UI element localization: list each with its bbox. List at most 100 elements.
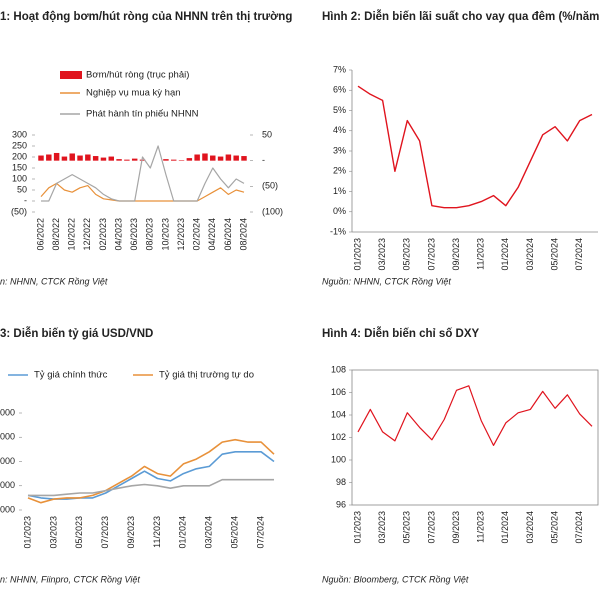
bar: [241, 156, 247, 161]
bar: [69, 153, 75, 161]
x-tick-label: 01/2023: [22, 516, 32, 549]
y-tick-label: 106: [331, 387, 346, 397]
x-tick-label: 12/2023: [176, 218, 186, 251]
bar: [186, 158, 193, 161]
chart-title: 3: Diễn biến tỷ giá USD/VND: [0, 327, 153, 340]
x-tick-label: 06/2023: [129, 218, 139, 251]
y-tick-label: 4%: [333, 125, 346, 135]
bar: [163, 159, 169, 161]
x-tick-label: 04/2024: [207, 218, 217, 251]
series-line: [27, 438, 275, 504]
y-tick-label: 102: [331, 432, 346, 442]
x-tick-label: 03/2023: [377, 511, 387, 544]
legend-swatch: [60, 71, 82, 79]
x-tick-label: 01/2024: [178, 516, 188, 549]
bar: [77, 155, 83, 161]
x-tick-label: 05/2023: [402, 511, 412, 544]
x-tick-label: 01/2023: [352, 511, 362, 544]
y-tick-label: 1%: [333, 186, 346, 196]
y-tick-label: 100: [331, 454, 346, 464]
y-tick-label: -1%: [330, 226, 346, 236]
legend-label: Nghiệp vụ mua kỳ hạn: [86, 88, 181, 99]
y-tick-label: 000: [0, 407, 15, 417]
bar: [116, 159, 122, 161]
x-tick-label: 07/2024: [574, 511, 584, 544]
y-tick-label: 000: [0, 432, 15, 442]
x-tick-label: 08/2024: [238, 218, 248, 251]
legend-label: Bơm/hút ròng (trục phải): [86, 70, 189, 81]
bar: [194, 154, 200, 161]
bar: [61, 156, 68, 161]
x-tick-label: 01/2024: [500, 511, 510, 544]
y-tick-label: 150: [12, 162, 27, 172]
x-tick-label: 09/2023: [126, 516, 136, 549]
x-tick-label: 08/2022: [51, 218, 61, 251]
bar: [233, 155, 239, 161]
x-tick-label: 03/2024: [204, 516, 214, 549]
y-tick-label: 5%: [333, 105, 346, 115]
x-tick-label: 06/2024: [223, 218, 233, 251]
bar: [225, 154, 232, 161]
x-tick-label: 07/2023: [426, 238, 436, 271]
x-tick-label: 05/2023: [74, 516, 84, 549]
y-tick-label: 108: [331, 364, 346, 374]
x-tick-label: 07/2024: [574, 238, 584, 271]
chart-title: 1: Hoạt động bơm/hút ròng của NHNN trên …: [0, 11, 292, 23]
plot-frame: [351, 369, 599, 506]
bar: [178, 160, 185, 161]
legend-label: Tỷ giá chính thức: [34, 370, 108, 381]
x-tick-label: 03/2023: [48, 516, 58, 549]
x-tick-label: 11/2023: [476, 238, 486, 270]
y-tick-label: 300: [12, 129, 27, 139]
y2-tick-label: (50): [262, 181, 278, 191]
x-tick-label: 01/2023: [352, 238, 362, 271]
x-tick-label: 07/2023: [426, 511, 436, 544]
series-line: [41, 145, 245, 202]
y-tick-label: -: [24, 195, 27, 205]
series-line: [28, 478, 274, 497]
bar: [124, 159, 130, 161]
x-tick-label: 11/2023: [476, 511, 486, 543]
y-tick-label: 6%: [333, 85, 346, 95]
bar: [210, 155, 216, 161]
chart-title: Hình 2: Diễn biến lãi suất cho vay qua đ…: [322, 10, 599, 23]
x-tick-label: 03/2024: [525, 238, 535, 271]
x-tick-label: 02/2024: [192, 218, 202, 251]
x-tick-label: 03/2024: [525, 511, 535, 544]
y-tick-label: 200: [12, 151, 27, 161]
bar: [170, 159, 177, 161]
y-tick-label: 000: [0, 456, 15, 466]
bar: [85, 154, 91, 161]
y-tick-label: 100: [12, 173, 27, 183]
series-line: [27, 451, 275, 500]
x-tick-label: 10/2022: [67, 218, 77, 251]
bar: [108, 156, 115, 161]
x-tick-label: 05/2023: [402, 238, 412, 271]
bar: [131, 158, 138, 161]
bar: [202, 153, 208, 161]
y-tick-label: 104: [331, 409, 346, 419]
source-note: n: NHNN, Fiinpro, CTCK Rồng Việt: [0, 574, 140, 584]
x-tick-label: 07/2023: [100, 516, 110, 549]
x-tick-label: 08/2023: [145, 218, 155, 251]
y-tick-label: 000: [0, 504, 15, 514]
legend-label: Phát hành tín phiếu NHNN: [86, 109, 199, 120]
y-tick-label: 250: [12, 140, 27, 150]
y-tick-label: 96: [336, 499, 346, 509]
y-tick-label: 2%: [333, 166, 346, 176]
x-tick-label: 07/2024: [255, 516, 265, 549]
y-tick-label: 98: [336, 477, 346, 487]
bar: [38, 155, 44, 161]
x-tick-label: 03/2023: [377, 238, 387, 271]
x-tick-label: 05/2024: [549, 238, 559, 271]
y-tick-label: 0%: [333, 206, 346, 216]
x-tick-label: 04/2023: [113, 218, 123, 251]
y-tick-label: 3%: [333, 145, 346, 155]
x-tick-label: 06/2022: [35, 218, 45, 251]
bar: [100, 157, 107, 161]
legend-label: Tỷ giá thị trường tự do: [159, 370, 254, 381]
x-tick-label: 10/2023: [160, 218, 170, 251]
bar: [92, 156, 99, 161]
